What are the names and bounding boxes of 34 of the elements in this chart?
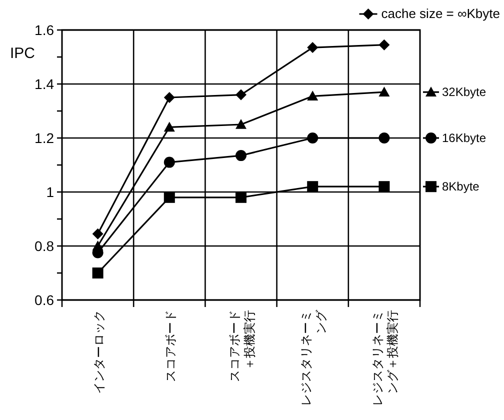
x-tick-label: インターロック <box>92 310 106 394</box>
x-tick-label: レジスタリネーミング <box>299 309 328 406</box>
point <box>92 228 104 240</box>
y-tick-label: 0.6 <box>34 292 54 308</box>
point <box>236 192 246 203</box>
x-tick-label: レジスタリネーミング＋投機実行 <box>370 310 400 406</box>
point <box>92 268 104 278</box>
y-tick-label: 1.6 <box>34 22 54 38</box>
y-tick-label: 1.2 <box>34 130 54 146</box>
legend-label: 16Kbyte <box>442 131 486 145</box>
x-tick-label: スコアボード＋投機実行 <box>228 310 256 382</box>
point <box>236 89 246 100</box>
point <box>307 90 318 101</box>
y-tick-label: 1.4 <box>34 76 54 92</box>
point <box>378 86 390 96</box>
point <box>307 181 318 192</box>
point <box>164 122 175 132</box>
y-tick-label: 1 <box>46 184 54 200</box>
y-axis-title: IPC <box>10 45 36 62</box>
legend-label: 32Kbyte <box>442 85 486 100</box>
point <box>164 192 175 203</box>
point <box>164 156 175 168</box>
y-tick-label: 0.8 <box>34 238 54 254</box>
point <box>378 39 390 50</box>
point <box>236 119 246 129</box>
point <box>164 92 175 103</box>
point <box>236 150 246 162</box>
point <box>378 132 390 144</box>
legend-label: cache size = ∞Kbyte <box>381 6 500 21</box>
point <box>307 42 318 54</box>
point <box>378 181 390 192</box>
legend-label: 8Kbyte <box>442 180 480 194</box>
point <box>307 132 318 144</box>
x-tick-label: スコアボード <box>163 310 178 382</box>
